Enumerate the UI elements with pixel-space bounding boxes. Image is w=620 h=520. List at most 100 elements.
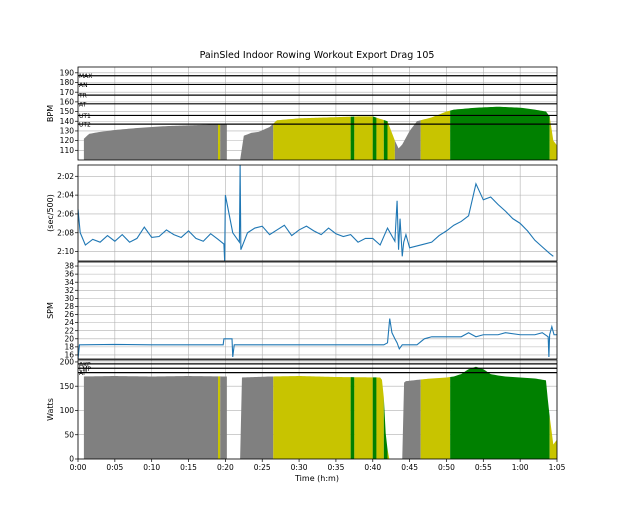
y-tick-label: 130 xyxy=(60,127,75,136)
area-segment-green xyxy=(383,120,388,160)
x-tick-label: 0:55 xyxy=(475,463,492,472)
x-tick-label: 0:10 xyxy=(143,463,160,472)
x-axis-label: Time (h:m) xyxy=(294,474,339,483)
y-tick-label: 50 xyxy=(64,430,74,439)
x-tick-label: 0:15 xyxy=(180,463,197,472)
zone-label: AT xyxy=(79,101,87,108)
y-tick-label: 110 xyxy=(60,146,75,155)
y-tick-label: 34 xyxy=(64,278,74,287)
x-tick-label: 0:25 xyxy=(254,463,271,472)
area-segment-yellow xyxy=(387,121,395,160)
zone-label: AP xyxy=(79,370,87,377)
zone-label: MAX xyxy=(79,73,92,80)
zone-label: UT2 xyxy=(79,122,91,129)
area-segment-yellow xyxy=(354,377,373,459)
x-axis: 0:00 0:05 0:10 0:15 0:20 0:25 0:30 0:35 0:40 0:45… xyxy=(70,459,566,472)
x-tick-label: 0:00 xyxy=(70,463,87,472)
area-series xyxy=(83,366,557,459)
y-axis-label: SPM xyxy=(46,302,55,319)
y-tick-label: 32 xyxy=(64,286,74,295)
y-tick-label: 20 xyxy=(64,334,74,343)
panel-grid xyxy=(77,262,558,359)
x-tick-label: 0:40 xyxy=(364,463,381,472)
panel-frame xyxy=(77,66,558,161)
area-segment-yellow xyxy=(387,449,395,459)
area-segment-green xyxy=(372,116,377,160)
y-tick-label: 24 xyxy=(64,318,74,327)
y-tick-label: 170 xyxy=(60,88,75,97)
y-axis-label: (sec/500) xyxy=(46,194,55,232)
zone-label: AN xyxy=(79,82,88,89)
y-tick-label: 22 xyxy=(64,326,74,335)
y-tick-label: 26 xyxy=(64,310,74,319)
area-segment-grey xyxy=(220,124,227,160)
zone-label: LMP xyxy=(79,366,92,373)
x-tick-label: 1:05 xyxy=(549,463,566,472)
area-series xyxy=(83,106,557,160)
y-tick-label: 36 xyxy=(64,270,74,279)
area-segment-grey xyxy=(83,124,219,160)
x-tick-label: 0:45 xyxy=(401,463,418,472)
y-tick-label: 200 xyxy=(60,358,75,367)
x-tick-label: 0:20 xyxy=(217,463,234,472)
zone-label: TR xyxy=(78,93,87,100)
y-axis-label: Watts xyxy=(46,398,55,421)
area-segment-yellow xyxy=(218,376,221,459)
area-segment-yellow xyxy=(549,116,557,160)
y-tick-label: 190 xyxy=(60,68,75,77)
y-tick-label: 28 xyxy=(64,302,74,311)
area-segment-green xyxy=(372,377,377,459)
area-segment-green xyxy=(450,106,550,160)
area-segment-grey xyxy=(220,376,227,459)
area-segment-green xyxy=(350,377,355,459)
y-tick-label: 16 xyxy=(64,351,74,360)
area-segment-yellow xyxy=(376,117,384,160)
area-segment-yellow xyxy=(549,416,557,459)
panel-pace: 2:02 2:04 2:06 2:08 2:10 (sec/500) xyxy=(46,164,558,262)
zone-label: AKP xyxy=(79,361,91,368)
y-axis-label: BPM xyxy=(46,105,55,122)
area-segment-grey xyxy=(240,376,274,459)
area-segment-green xyxy=(350,116,355,160)
y-tick-label: 180 xyxy=(60,78,75,87)
chart-panels: MAXANTRATUT1UT21101201301401501601701801… xyxy=(46,66,558,464)
x-tick-label: 0:50 xyxy=(438,463,455,472)
area-segment-yellow xyxy=(273,376,351,459)
area-segment-grey xyxy=(83,376,219,459)
y-tick-label: 2:02 xyxy=(57,172,74,181)
area-segment-yellow xyxy=(218,124,221,160)
panel-frame xyxy=(77,359,558,460)
y-tick-label: 2:08 xyxy=(57,228,74,237)
series-line-spm xyxy=(78,318,557,359)
y-tick-label: 30 xyxy=(64,294,74,303)
area-segment-yellow xyxy=(354,116,373,160)
y-tick-label: 18 xyxy=(64,342,74,351)
y-tick-label: 2:06 xyxy=(57,210,74,219)
zone-label: UT1 xyxy=(79,113,91,120)
y-tick-label: 120 xyxy=(60,136,75,145)
chart-title: PainSled Indoor Rowing Workout Export Dr… xyxy=(200,50,435,61)
area-segment-yellow xyxy=(420,110,451,160)
area-segment-grey xyxy=(394,379,421,459)
x-tick-label: 0:35 xyxy=(328,463,345,472)
x-tick-label: 0:30 xyxy=(291,463,308,472)
y-tick-label: 150 xyxy=(60,107,75,116)
y-tick-label: 100 xyxy=(60,406,75,415)
x-tick-label: 0:05 xyxy=(106,463,123,472)
panel-frame xyxy=(77,261,558,360)
panel-frame xyxy=(77,164,558,262)
y-tick-label: 38 xyxy=(64,262,74,271)
y-tick-label: 2:04 xyxy=(57,191,74,200)
y-tick-label: 150 xyxy=(60,382,75,391)
x-tick-label: 1:00 xyxy=(512,463,529,472)
area-segment-green xyxy=(450,366,550,459)
y-tick-label: 160 xyxy=(60,97,75,106)
area-segment-yellow xyxy=(273,116,351,160)
area-segment-yellow xyxy=(420,376,451,459)
area-segment-grey xyxy=(240,123,274,160)
area-segment-yellow xyxy=(376,377,384,459)
area-segment-green xyxy=(383,397,388,459)
